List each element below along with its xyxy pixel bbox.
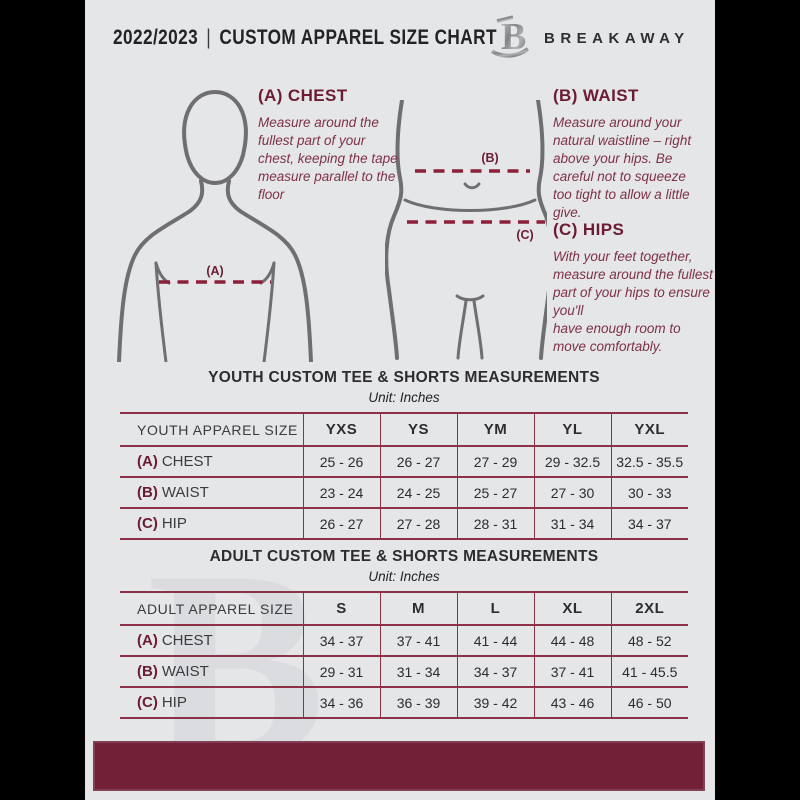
hips-text-line1: With your feet together, measure around …	[553, 249, 713, 318]
measurement-row: (A) CHEST 25 - 26 26 - 27 27 - 29 29 - 32.5 32…	[120, 446, 688, 477]
measurement-label: (C) HIP	[137, 515, 187, 532]
waist-text: Measure around your natural waistline – …	[553, 115, 692, 220]
navel-mark	[463, 182, 481, 190]
measurement-value-cell: 27 - 28	[379, 508, 457, 539]
measurement-row: (A) CHEST 34 - 37 37 - 41 41 - 44 44 - 48 48 -…	[120, 625, 688, 656]
waist-instructions: (B) WAIST Measure around your natural wa…	[553, 86, 705, 222]
measurement-value-cell: 41 - 45.5	[610, 656, 688, 687]
title-year: 2022/2023	[113, 26, 199, 49]
adult-table-section: ADULT CUSTOM TEE & SHORTS MEASUREMENTS U…	[120, 548, 688, 719]
measurement-label: (B) WAIST	[137, 484, 209, 501]
youth-table-unit: Unit: Inches	[368, 390, 440, 405]
left-shoulder-arm	[117, 179, 205, 362]
measurement-value-cell: 34 - 37	[302, 625, 380, 656]
measurement-value-cell: 41 - 44	[456, 625, 534, 656]
lower-body-figure: (B) (C)	[385, 100, 547, 360]
adult-table-title: ADULT CUSTOM TEE & SHORTS MEASUREMENTS	[209, 548, 599, 565]
head-outline	[182, 89, 248, 186]
size-column-header: YM	[456, 413, 534, 446]
measurement-value-cell: 27 - 30	[533, 477, 611, 508]
measurement-value-cell: 26 - 27	[379, 446, 457, 477]
measurement-value-cell: 34 - 36	[302, 687, 380, 718]
size-column-header: L	[456, 592, 534, 625]
youth-table-section: YOUTH CUSTOM TEE & SHORTS MEASUREMENTS U…	[120, 369, 688, 540]
size-column-header: YXS	[302, 413, 380, 446]
left-inner-leg	[456, 299, 468, 360]
right-inner-leg	[472, 299, 484, 360]
adult-size-table: ADULT APPAREL SIZE S M L XL 2XL (A) CHEST 34 - 3…	[120, 591, 688, 719]
page-title: 2022/2023 | CUSTOM APPAREL SIZE CHART	[113, 26, 497, 50]
chest-marker-label: (A)	[206, 264, 223, 278]
waist-heading: (B) WAIST	[553, 86, 639, 105]
right-inner-arm	[262, 261, 276, 362]
measurement-value-cell: 30 - 33	[610, 477, 688, 508]
torso-figure: (A)	[117, 89, 313, 362]
title-text: CUSTOM APPAREL SIZE CHART	[219, 26, 497, 49]
measurement-value-cell: 37 - 41	[533, 656, 611, 687]
brand-lockup: B BREAKAWAY	[489, 12, 690, 60]
adult-table-unit: Unit: Inches	[368, 569, 440, 584]
measurement-value-cell: 46 - 50	[610, 687, 688, 718]
measurement-value-cell: 48 - 52	[610, 625, 688, 656]
size-column-header: YS	[379, 413, 457, 446]
measurement-value-cell: 34 - 37	[610, 508, 688, 539]
size-column-header: S	[302, 592, 380, 625]
measurement-value-cell: 25 - 26	[302, 446, 380, 477]
measurement-value-cell: 31 - 34	[379, 656, 457, 687]
size-chart-page: B 2022/2023 | CUSTOM APPAREL SIZE CHART B …	[85, 0, 715, 800]
measurement-value-cell: 37 - 41	[379, 625, 457, 656]
measurement-value-cell: 23 - 24	[302, 477, 380, 508]
hips-text-line2: have enough room to move comfortably.	[553, 320, 681, 354]
size-column-header: YXL	[610, 413, 688, 446]
measurement-value-cell: 24 - 25	[379, 477, 457, 508]
right-side-outline	[536, 100, 547, 360]
left-side-outline	[385, 100, 404, 360]
chest-instructions: (A) CHEST Measure around the fullest par…	[258, 86, 404, 204]
measurement-row: (B) WAIST 29 - 31 31 - 34 34 - 37 37 - 41 41 -…	[120, 656, 688, 687]
measurement-value-cell: 29 - 32.5	[533, 446, 611, 477]
size-label-column-header: ADULT APPAREL SIZE	[137, 600, 294, 617]
footer-bar	[93, 741, 705, 791]
title-separator: |	[206, 26, 212, 49]
measurement-value-cell: 31 - 34	[533, 508, 611, 539]
youth-size-table: YOUTH APPAREL SIZE YXS YS YM YL YXL (A) CHEST 25…	[120, 412, 688, 540]
hip-crease-curve	[403, 198, 537, 212]
size-column-header: YL	[533, 413, 611, 446]
chest-heading: (A) CHEST	[258, 86, 348, 105]
hips-instructions: (C) HIPS With your feet together, measur…	[553, 220, 713, 356]
size-column-header: 2XL	[610, 592, 688, 625]
brand-name: BREAKAWAY	[544, 29, 690, 47]
measurement-value-cell: 44 - 48	[533, 625, 611, 656]
measurement-value-cell: 34 - 37	[456, 656, 534, 687]
measurement-value-cell: 27 - 29	[456, 446, 534, 477]
size-column-header: M	[379, 592, 457, 625]
measurement-label: (B) WAIST	[137, 663, 209, 680]
measurement-value-cell: 25 - 27	[456, 477, 534, 508]
size-column-header: XL	[533, 592, 611, 625]
measurement-label: (A) CHEST	[137, 453, 213, 470]
left-inner-arm	[154, 261, 168, 362]
measurement-row: (C) HIP 26 - 27 27 - 28 28 - 31 31 - 34 34 - 3…	[120, 508, 688, 539]
measurement-value-cell: 29 - 31	[302, 656, 380, 687]
crotch-curve	[455, 294, 485, 302]
youth-table-title: YOUTH CUSTOM TEE & SHORTS MEASUREMENTS	[208, 369, 600, 386]
measurement-value-cell: 28 - 31	[456, 508, 534, 539]
right-shoulder-arm	[225, 179, 313, 362]
measurement-value-cell: 39 - 42	[456, 687, 534, 718]
chest-text: Measure around the fullest part of your …	[258, 115, 398, 202]
measurement-value-cell: 32.5 - 35.5	[610, 446, 688, 477]
measurement-row: (B) WAIST 23 - 24 24 - 25 25 - 27 27 - 30 30 -…	[120, 477, 688, 508]
measurement-label: (C) HIP	[137, 694, 187, 711]
measurement-value-cell: 43 - 46	[533, 687, 611, 718]
measurement-value-cell: 36 - 39	[379, 687, 457, 718]
size-label-column-header: YOUTH APPAREL SIZE	[137, 421, 298, 438]
hips-heading: (C) HIPS	[553, 220, 625, 239]
measurement-label: (A) CHEST	[137, 632, 213, 649]
hip-marker-label: (C)	[516, 228, 533, 242]
breakaway-b-logo-icon: B	[490, 15, 530, 58]
measurement-value-cell: 26 - 27	[302, 508, 380, 539]
waist-marker-label: (B)	[481, 151, 498, 165]
measurement-row: (C) HIP 34 - 36 36 - 39 39 - 42 43 - 46 46 - 5…	[120, 687, 688, 718]
